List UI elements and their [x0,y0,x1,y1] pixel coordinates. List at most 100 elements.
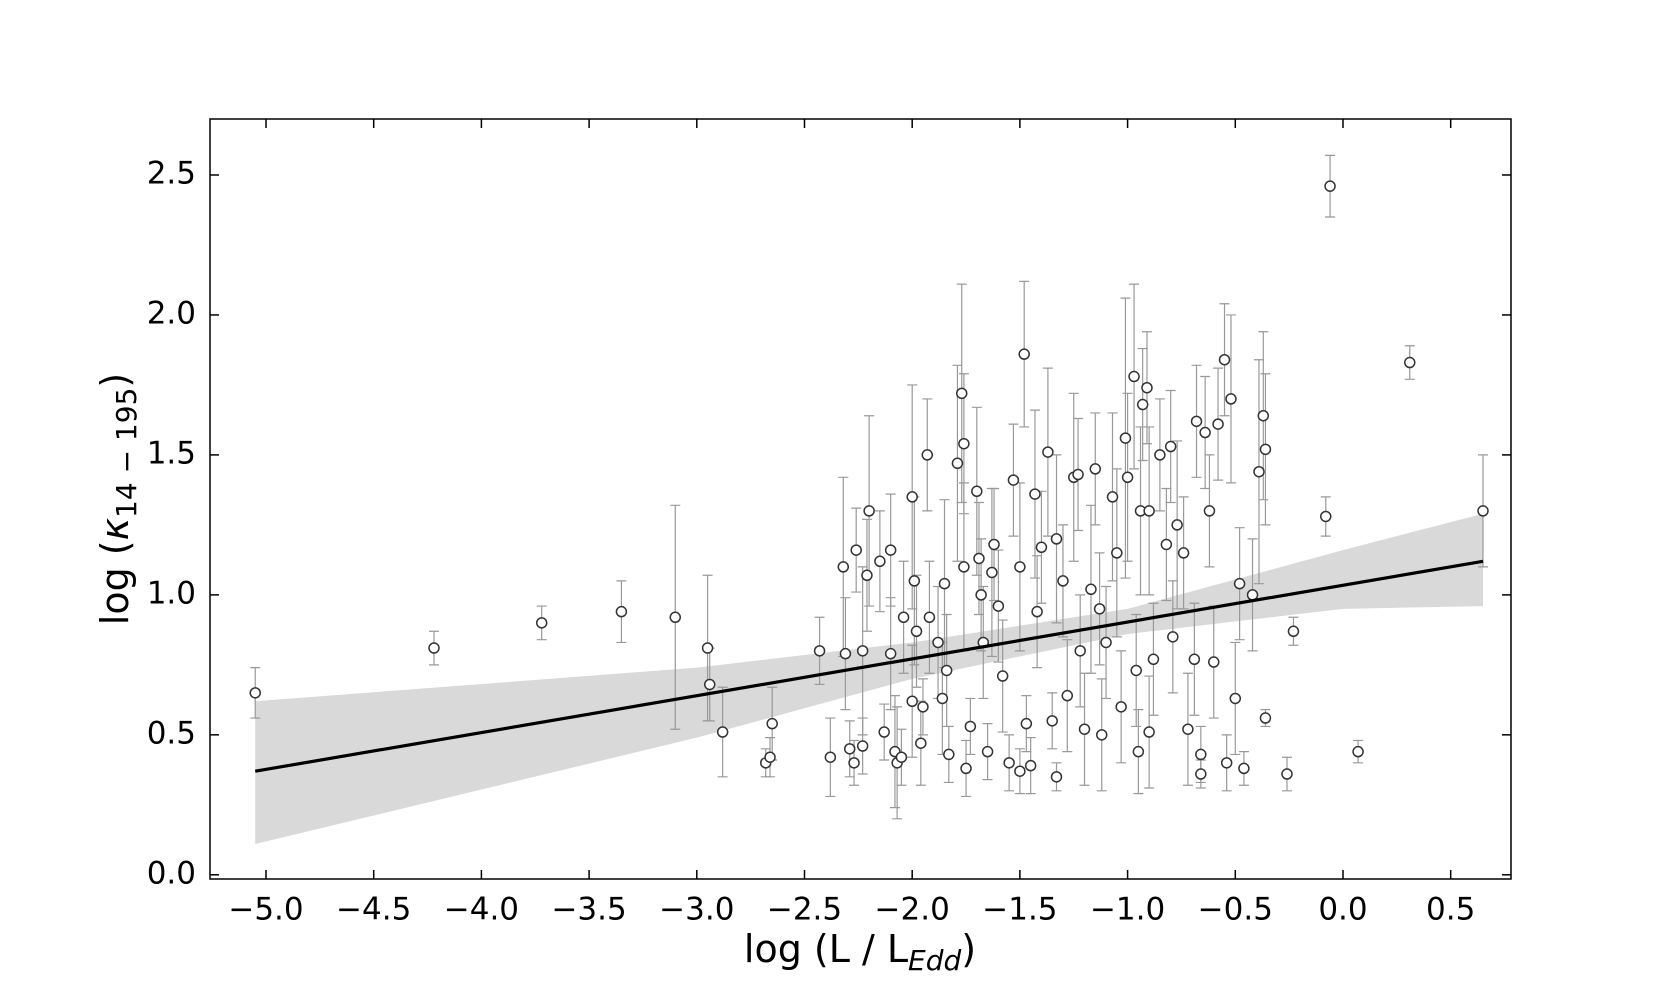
data-point [943,748,955,761]
data-point [1238,762,1250,775]
data-point [915,737,927,749]
plot-frame [209,118,1512,880]
data-point [1195,768,1207,780]
data-point [1018,348,1030,360]
data-point [996,670,1009,682]
data-point [701,642,714,654]
data-point [1024,759,1037,772]
data-point [975,589,987,601]
data-point [1020,717,1033,730]
data-point [1203,505,1216,517]
data-point [1404,356,1416,369]
data-point [981,745,994,758]
data-point [1007,474,1020,486]
data-point [1095,729,1108,741]
data-point [1259,712,1272,724]
data-point [1014,765,1026,777]
data-point [940,664,953,677]
data-point [897,611,910,624]
x-tick-label: −1.0 [1090,892,1165,928]
data-point [1212,418,1224,430]
data-point [921,449,934,461]
data-point [1130,664,1142,677]
y-tick-label: 0.0 [147,855,196,891]
data-point [910,625,923,638]
data-point [1164,440,1177,453]
data-point [1093,603,1106,615]
y-label-end: ) [93,373,137,388]
data-point [1171,519,1183,531]
x-tick-label: −3.5 [551,892,626,928]
data-point [1115,701,1127,713]
data-point [848,757,860,769]
data-point [932,636,944,649]
data-point [1057,575,1069,587]
data-point [1085,583,1097,596]
data-point [850,544,862,556]
x-label-end: ) [961,927,976,971]
data-point [951,457,964,470]
data-point [1029,488,1041,500]
data-point [1089,463,1102,475]
data-point [856,645,869,657]
x-axis-label: log (L / LEdd) [744,927,976,977]
data-point [1352,745,1364,758]
data-point [1477,505,1489,517]
data-point [1014,561,1026,573]
data-point [861,569,873,582]
data-point [1225,393,1237,405]
data-point [964,720,977,733]
data-point [938,577,951,590]
data-point [856,740,869,752]
data-point [1143,726,1155,738]
data-point [1259,443,1272,456]
data-point [669,611,682,624]
data-point [824,751,837,763]
data-point [1320,510,1332,523]
y-tick-label: 2.0 [147,295,196,331]
data-point [863,505,875,517]
confidence-band [255,513,1483,845]
data-point [1136,398,1149,411]
data-point [1143,505,1155,517]
data-point [1031,605,1043,618]
data-point [1190,415,1203,428]
x-tick-label: −2.0 [875,892,950,928]
data-point [1078,723,1091,735]
x-tick-label: −1.5 [982,892,1057,928]
data-point [923,611,936,624]
data-point [1208,656,1220,668]
data-point [906,695,918,707]
x-tick-label: −4.5 [336,892,411,928]
data-point [878,726,890,738]
data-point [1177,547,1190,559]
data-point [764,751,776,763]
data-point [1119,432,1132,444]
y-tick-label: 1.5 [147,435,196,471]
data-point [1003,757,1015,769]
x-tick-label: −5.0 [228,892,303,928]
data-point [1233,577,1246,590]
data-point [884,647,897,660]
x-label-main: log (L / L [744,927,908,971]
data-point [1147,653,1160,666]
data-point [917,701,929,713]
data-point [1218,353,1231,366]
data-point [1046,715,1058,727]
data-point [249,687,261,699]
data-point [1128,370,1140,383]
data-point [1121,471,1134,484]
data-point [839,647,852,660]
data-point [1281,768,1293,780]
data-point [837,561,850,573]
data-point [813,645,826,657]
data-point [1253,465,1265,478]
y-tick-label: 0.5 [147,715,196,751]
data-point [716,726,729,738]
data-point [1111,547,1123,559]
data-point [958,437,970,450]
x-tick-label: 0.0 [1318,892,1367,928]
data-point [992,600,1005,612]
data-point [1035,541,1048,554]
data-point [1220,757,1233,769]
